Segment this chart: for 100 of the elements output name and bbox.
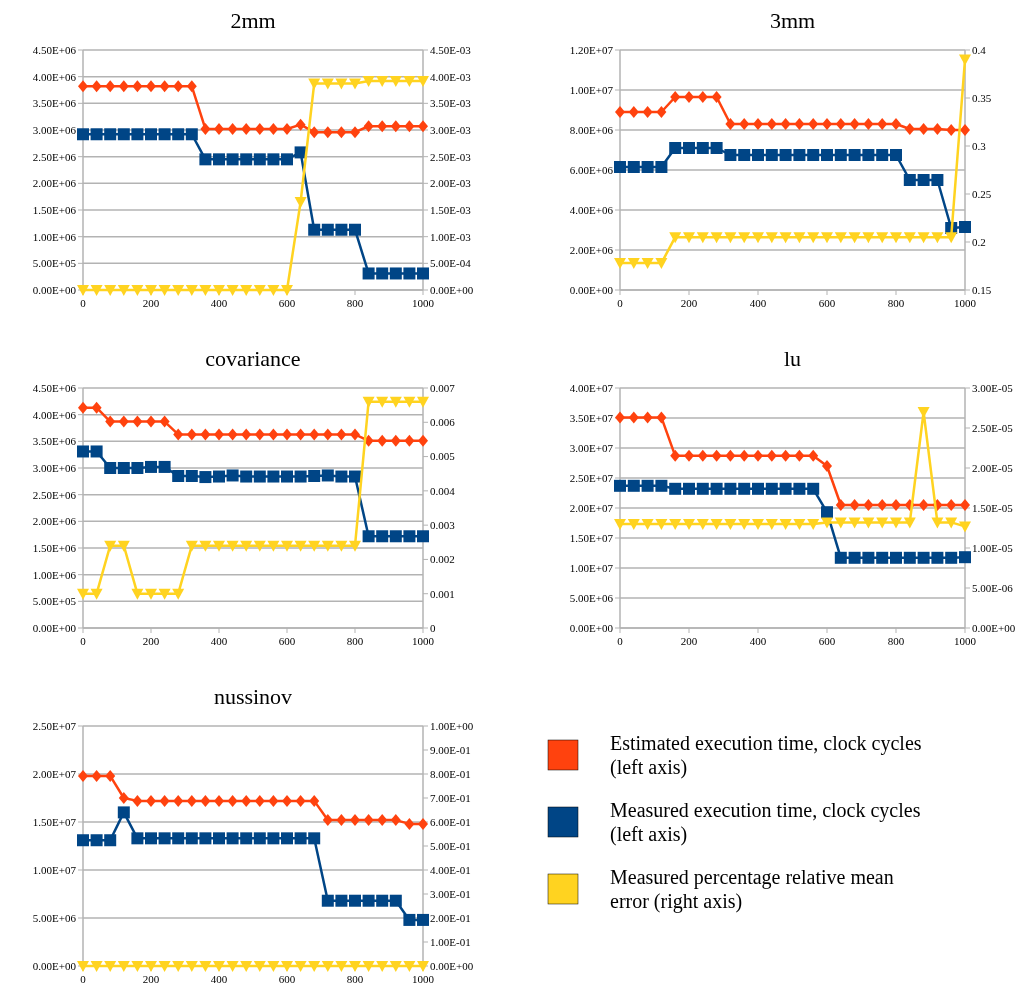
point xyxy=(267,470,280,483)
point xyxy=(241,122,252,135)
point xyxy=(105,415,116,428)
point xyxy=(807,482,820,495)
y-tick-label: 2.00E+07 xyxy=(569,501,614,514)
point xyxy=(903,517,916,529)
point xyxy=(821,506,833,519)
point xyxy=(627,258,640,270)
point xyxy=(104,285,117,296)
point xyxy=(172,470,185,482)
y-tick-label: 0.00E+00 xyxy=(569,283,614,296)
point xyxy=(418,120,428,133)
point xyxy=(145,832,157,845)
point xyxy=(655,479,668,492)
x-tick-label: 200 xyxy=(142,635,160,647)
point xyxy=(848,232,861,244)
point xyxy=(308,223,321,236)
y2-tick-label: 1.50E-03 xyxy=(430,203,472,216)
point xyxy=(389,75,402,87)
point xyxy=(158,128,171,141)
x-tick-label: 1000 xyxy=(412,635,435,647)
y2-tick-label: 4.00E-03 xyxy=(430,70,472,83)
point xyxy=(226,832,239,845)
point xyxy=(173,80,184,93)
point xyxy=(876,232,889,244)
point xyxy=(655,161,668,173)
point xyxy=(807,519,820,530)
x-tick-label: 0 xyxy=(80,635,87,647)
y-tick-label: 2.50E+06 xyxy=(32,488,77,501)
point xyxy=(240,470,253,483)
point xyxy=(90,834,103,847)
point xyxy=(696,232,709,244)
point xyxy=(614,258,626,270)
point xyxy=(376,894,389,907)
x-tick-label: 0 xyxy=(617,635,624,647)
point xyxy=(918,499,929,511)
point xyxy=(118,415,129,428)
point xyxy=(890,551,902,564)
point xyxy=(363,814,374,827)
point xyxy=(131,588,144,600)
point xyxy=(309,794,320,807)
point xyxy=(294,832,307,845)
y2-tick-label: 0.007 xyxy=(430,381,456,394)
point xyxy=(281,285,293,296)
point xyxy=(268,428,279,441)
point xyxy=(960,124,970,136)
point xyxy=(711,91,722,103)
y-tick-label: 8.00E+06 xyxy=(569,123,614,136)
point xyxy=(335,470,348,483)
y-tick-label: 5.00E+05 xyxy=(32,257,77,270)
point xyxy=(308,540,321,552)
legend-label: Measured execution time, clock cycles (left axis) xyxy=(610,799,921,846)
point xyxy=(199,471,212,484)
y-tick-label: 2.50E+07 xyxy=(32,719,77,732)
point xyxy=(295,794,306,807)
point xyxy=(739,118,750,130)
point xyxy=(808,449,819,462)
y2-tick-label: 3.50E-03 xyxy=(430,97,472,110)
y-tick-label: 1.00E+07 xyxy=(32,863,77,876)
point xyxy=(628,411,639,424)
point xyxy=(642,106,653,118)
point xyxy=(877,118,888,130)
y-tick-label: 2.00E+07 xyxy=(32,767,77,780)
point xyxy=(862,149,875,161)
point xyxy=(91,80,102,93)
point xyxy=(848,149,861,161)
point xyxy=(145,285,157,296)
point xyxy=(118,80,129,93)
y2-tick-label: 2.50E-05 xyxy=(972,421,1014,434)
point xyxy=(117,128,130,141)
point xyxy=(725,118,736,130)
y2-tick-label: 1.00E-03 xyxy=(430,230,472,243)
point xyxy=(903,232,916,244)
point xyxy=(132,794,143,807)
x-tick-label: 400 xyxy=(749,635,767,647)
point xyxy=(376,530,389,543)
point xyxy=(91,769,102,782)
point xyxy=(655,519,668,530)
point xyxy=(267,832,280,845)
point xyxy=(214,794,224,807)
point xyxy=(917,232,930,244)
x-tick-label: 1000 xyxy=(954,297,977,309)
point xyxy=(294,470,307,483)
point xyxy=(321,78,334,90)
point xyxy=(627,161,640,173)
point xyxy=(117,540,130,552)
point xyxy=(90,588,103,600)
point xyxy=(214,428,224,441)
point xyxy=(77,128,89,141)
x-tick-label: 1000 xyxy=(412,297,435,309)
point xyxy=(834,149,847,161)
point xyxy=(793,149,806,161)
point xyxy=(417,396,429,408)
point xyxy=(890,232,902,244)
point xyxy=(891,118,901,130)
point xyxy=(321,894,334,907)
y-tick-label: 1.50E+07 xyxy=(569,531,614,544)
point xyxy=(794,449,805,462)
y-tick-label: 3.50E+07 xyxy=(569,411,614,424)
point xyxy=(282,122,292,135)
